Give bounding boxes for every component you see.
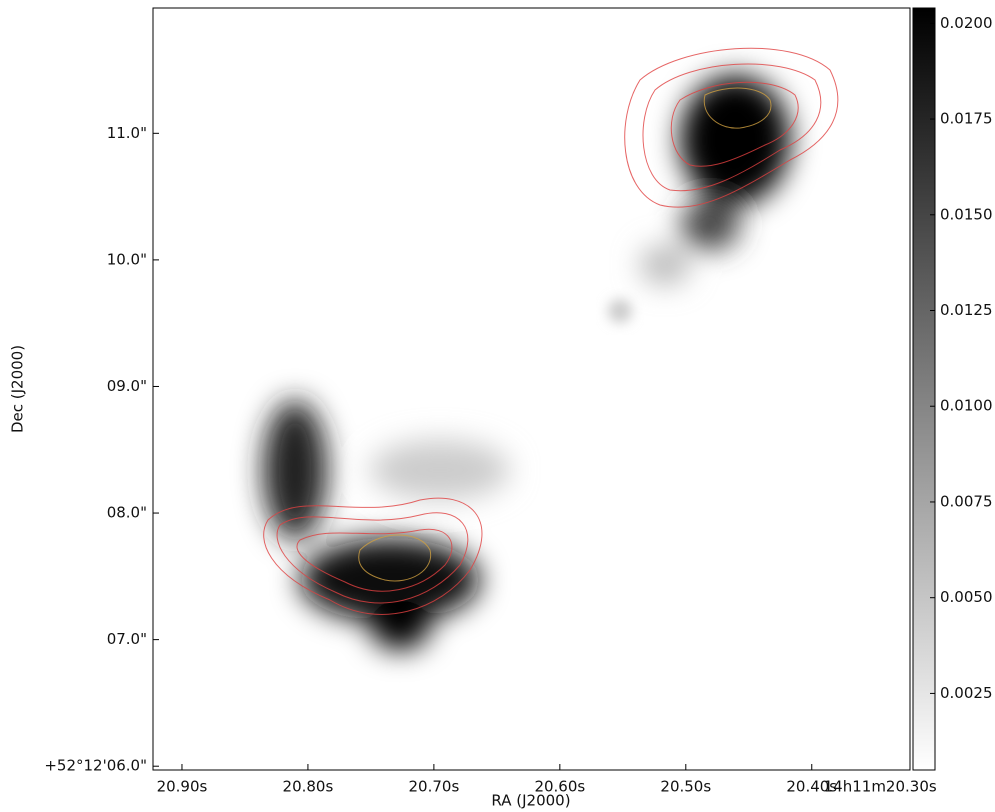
intensity <box>608 299 632 323</box>
colorbar-tick-label: 0.0150 <box>940 205 993 223</box>
x-tick-label: 20.50s <box>660 778 711 796</box>
x-tick-label: 20.80s <box>283 778 334 796</box>
x-axis-label: RA (J2000) <box>491 792 570 810</box>
y-tick-label: 08.0" <box>107 504 147 522</box>
x-tick-label: 20.70s <box>409 778 460 796</box>
y-tick-label: 10.0" <box>107 250 147 268</box>
colorbar-tick-label: 0.0025 <box>940 684 993 702</box>
x-tick-label: 14h11m20.30s <box>824 778 937 796</box>
colorbar-tick-label: 0.0100 <box>940 397 993 415</box>
colorbar <box>912 7 936 771</box>
x-tick-label: 20.60s <box>534 778 585 796</box>
colorbar-tick-label: 0.0125 <box>940 301 993 319</box>
y-tick-label: 09.0" <box>107 377 147 395</box>
plot-frame <box>152 7 911 771</box>
colorbar-tick-label: 0.0200 <box>940 14 993 32</box>
y-tick-label: 11.0" <box>107 124 147 142</box>
x-tick-label: 20.40s <box>786 778 837 796</box>
colorbar-tick-label: 0.0175 <box>940 110 993 128</box>
intensity <box>263 75 790 650</box>
contours <box>263 47 839 615</box>
colorbar-tick-label: 0.0050 <box>940 588 993 606</box>
y-axis-label: Dec (J2000) <box>9 345 27 433</box>
y-tick-label: +52°12'06.0" <box>44 757 147 775</box>
x-tick-label: 20.90s <box>157 778 208 796</box>
image <box>263 47 839 650</box>
colorbar-tick-label: 0.0075 <box>940 492 993 510</box>
y-tick-label: 07.0" <box>107 630 147 648</box>
